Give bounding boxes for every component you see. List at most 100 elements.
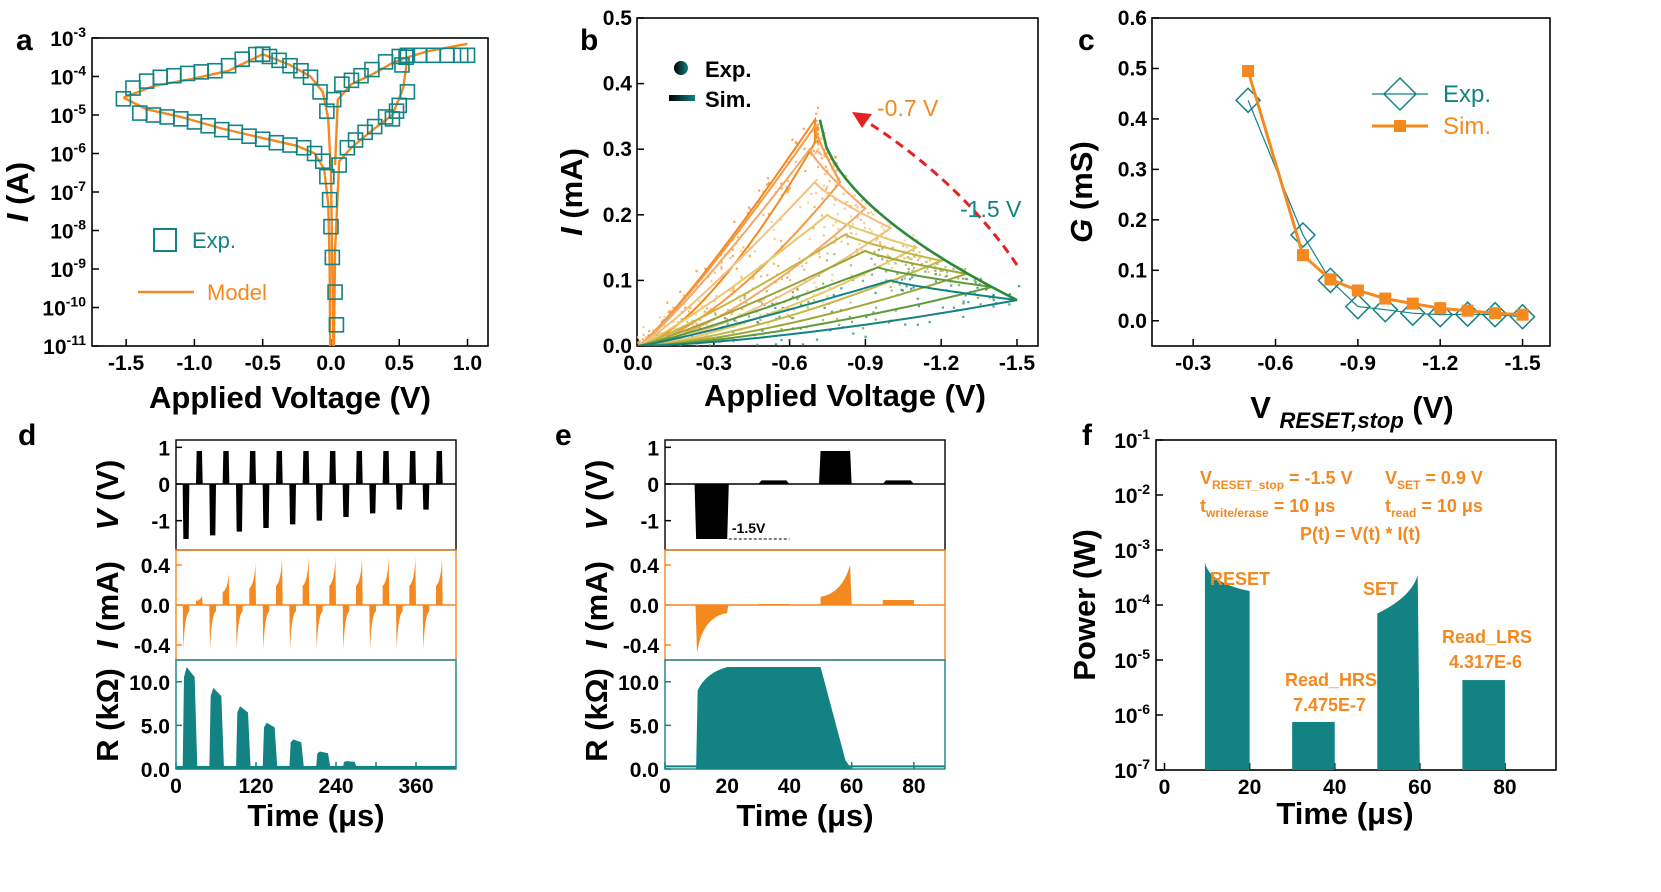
f-x-tick-label: 80	[1493, 776, 1516, 799]
b-exp-point	[778, 315, 781, 319]
b-exp-point	[637, 336, 639, 339]
f-label-read-hrs-value: 7.475E-7	[1293, 695, 1366, 715]
b-exp-point	[759, 275, 763, 278]
b-sim-loop-4	[637, 213, 919, 346]
b-exp-point	[908, 257, 911, 260]
b-exp-point	[825, 152, 829, 155]
a-exp-marker	[325, 91, 342, 108]
b-exp-point	[806, 306, 809, 309]
b-exp-point	[740, 275, 743, 278]
b-exp-point	[957, 284, 961, 287]
b-exp-point	[739, 299, 742, 302]
b-exp-point	[938, 273, 941, 277]
b-exp-point	[961, 277, 965, 280]
b-exp-point	[902, 245, 905, 248]
b-exp-point	[703, 310, 706, 313]
a-y-tick-label: 10-4	[50, 63, 86, 90]
b-exp-point	[656, 349, 658, 351]
b-exp-point	[890, 289, 893, 292]
e-v-axis-label: V (V)	[579, 460, 614, 531]
b-exp-point	[789, 279, 792, 282]
b-exp-point	[667, 356, 669, 358]
b-exp-point	[803, 147, 806, 151]
panel-letter-f: f	[1082, 419, 1093, 452]
b-exp-point	[732, 286, 735, 290]
b-exp-point	[849, 226, 852, 229]
b-exp-point	[659, 347, 661, 349]
b-exp-point	[816, 125, 819, 128]
b-exp-point	[735, 267, 738, 270]
d-v-set-pulse	[356, 451, 363, 484]
b-exp-point	[768, 181, 771, 185]
b-exp-point	[729, 289, 732, 292]
b-exp-point	[713, 271, 717, 274]
b-exp-point	[952, 267, 955, 270]
b-exp-point	[720, 261, 723, 264]
b-exp-point	[881, 247, 884, 250]
c-y-tick-label: 0.3	[1118, 158, 1147, 181]
b-exp-point	[834, 155, 837, 159]
e-y-tick-label: -1	[640, 511, 659, 534]
b-exp-point	[833, 203, 836, 206]
e-x-tick-label: 0	[659, 775, 671, 798]
b-exp-point	[786, 276, 789, 279]
b-x-tick-label: -1.5	[999, 352, 1036, 375]
b-exp-point	[766, 177, 770, 180]
b-exp-point	[679, 290, 682, 293]
f-cond-power-eq: P(t) = V(t) * I(t)	[1300, 524, 1420, 544]
f-x-tick-label: 60	[1408, 776, 1431, 799]
c-exp-marker	[1482, 301, 1509, 328]
b-exp-point	[751, 277, 754, 280]
d-r-pulse	[182, 666, 198, 769]
c-exp-marker	[1509, 303, 1536, 330]
b-exp-point	[812, 227, 815, 230]
c-x-tick-label: -1.5	[1504, 352, 1541, 375]
b-exp-point	[861, 327, 865, 330]
d-i-set-pulse	[249, 563, 256, 605]
b-exp-point	[833, 253, 836, 256]
b-exp-point	[666, 301, 669, 304]
b-sim-loop-0	[637, 116, 816, 346]
b-exp-point	[648, 330, 651, 333]
b-y-tick-label: 0.2	[603, 204, 632, 227]
b-exp-point	[832, 293, 835, 297]
a-exp-marker	[323, 218, 339, 235]
d-i-reset-pulse	[422, 605, 430, 650]
c-legend-sim-marker	[1394, 120, 1406, 132]
d-i-reset-pulse	[236, 605, 243, 650]
b-exp-point	[834, 198, 837, 201]
c-sim-marker	[1489, 307, 1502, 320]
b-exp-point	[816, 123, 819, 126]
d-v-reset-pulse	[316, 484, 323, 521]
b-exp-point	[686, 320, 689, 323]
panel-b: 0.0 -0.3 -0.6 -0.9 -1.2 -1.5 0.0 0.1 0.2 0.3 0.4 0.…	[554, 7, 1039, 413]
b-exp-point	[663, 315, 666, 319]
b-exp-point	[903, 277, 906, 280]
a-exp-marker	[331, 157, 347, 173]
f-read-hrs-block	[1292, 721, 1335, 770]
b-exp-point	[912, 234, 915, 237]
f-y-tick-label: 10-1	[1114, 426, 1150, 453]
a-exp-marker	[321, 191, 338, 208]
c-y-tick-label: 0.4	[1118, 108, 1148, 131]
b-exp-point	[803, 268, 806, 271]
b-exp-point	[911, 276, 914, 279]
b-exp-point	[798, 257, 801, 260]
b-exp-point	[934, 265, 937, 268]
b-exp-point	[852, 332, 855, 335]
c-x-axis-label: V RESET,stop (V)	[1250, 390, 1454, 433]
b-exp-point	[885, 279, 888, 282]
b-exp-point	[874, 210, 877, 213]
b-exp-point	[767, 213, 771, 216]
d-r-pulse	[289, 739, 304, 769]
b-exp-point	[808, 237, 811, 241]
b-exp-point	[656, 351, 658, 353]
b-exp-point	[730, 313, 733, 316]
c-y-tick-label: 0.5	[1118, 57, 1148, 80]
f-label-read-hrs: Read_HRS	[1285, 670, 1377, 690]
d-v-set-pulse	[249, 451, 256, 484]
e-x-tick-label: 20	[716, 775, 739, 798]
b-exp-point	[765, 183, 769, 186]
b-exp-point	[918, 256, 921, 260]
a-exp-marker	[384, 111, 401, 127]
